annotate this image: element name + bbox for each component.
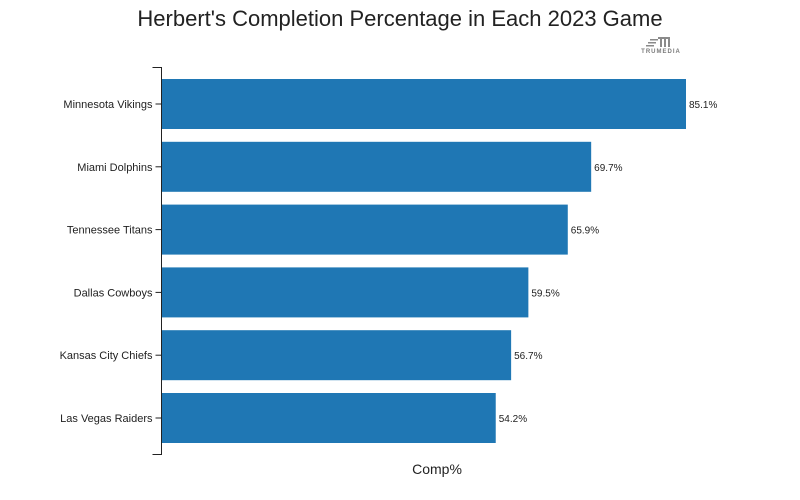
bar — [162, 141, 592, 192]
bar — [162, 204, 568, 255]
y-tick-label: Tennessee Titans — [67, 225, 153, 237]
bar — [162, 393, 496, 443]
chart-title: Herbert's Completion Percentage in Each … — [137, 6, 663, 31]
data-label: 65.9% — [571, 226, 599, 237]
y-tick-label: Kansas City Chiefs — [60, 350, 153, 362]
data-label: 85.1% — [689, 100, 717, 111]
y-tick-label: Miami Dolphins — [77, 162, 153, 174]
logo-text: TRUMEDIA — [641, 49, 681, 55]
x-axis-label: Comp% — [412, 461, 462, 477]
trumedia-logo: TRUMEDIA — [636, 36, 686, 58]
data-label: 59.5% — [531, 288, 559, 299]
y-tick-label: Minnesota Vikings — [63, 99, 153, 111]
data-label: 69.7% — [594, 163, 622, 174]
data-label: 56.7% — [514, 351, 542, 362]
plot-area: Minnesota Vikings 85.1% Miami Dolphins 69.7… — [60, 67, 717, 455]
y-tick-label: Las Vegas Raiders — [60, 413, 153, 425]
trumedia-logo-icon — [646, 37, 670, 47]
data-label: 54.2% — [499, 414, 527, 425]
bar — [162, 267, 529, 318]
y-tick-label: Dallas Cowboys — [74, 287, 153, 299]
bar — [162, 330, 512, 381]
bar — [162, 79, 686, 129]
